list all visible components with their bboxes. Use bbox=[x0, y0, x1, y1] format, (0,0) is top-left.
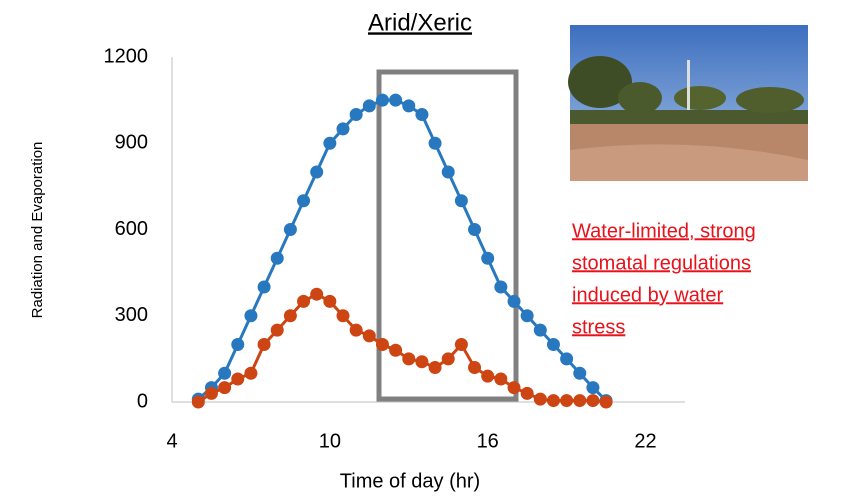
point bbox=[560, 394, 574, 408]
point bbox=[323, 136, 337, 150]
point bbox=[336, 122, 350, 136]
point bbox=[218, 366, 232, 380]
point bbox=[454, 194, 468, 208]
point bbox=[428, 361, 442, 374]
y-tick-label: 0 bbox=[137, 390, 148, 412]
annotation: stress bbox=[572, 316, 625, 338]
point bbox=[244, 366, 258, 380]
point bbox=[468, 361, 482, 374]
point bbox=[533, 392, 547, 406]
point bbox=[297, 194, 311, 208]
point bbox=[362, 329, 376, 343]
x-axis-label: Time of day (hr) bbox=[340, 470, 480, 492]
point bbox=[573, 394, 587, 408]
point bbox=[546, 338, 560, 351]
x-tick-label: 4 bbox=[166, 430, 177, 452]
point bbox=[507, 294, 521, 308]
point bbox=[375, 338, 389, 351]
x-tick-label: 10 bbox=[319, 430, 341, 452]
point bbox=[257, 338, 271, 351]
point bbox=[441, 352, 455, 366]
x-tick-label: 22 bbox=[634, 430, 656, 452]
point bbox=[389, 93, 403, 107]
point bbox=[231, 372, 245, 386]
y-tick-label: 300 bbox=[115, 304, 148, 326]
point bbox=[415, 108, 429, 121]
point bbox=[349, 108, 363, 121]
point bbox=[336, 309, 350, 323]
point bbox=[375, 93, 389, 107]
point bbox=[270, 251, 284, 265]
point bbox=[270, 323, 284, 337]
annotation: Water-limited, strong bbox=[572, 220, 756, 242]
annotation: stomatal regulations bbox=[572, 252, 751, 274]
point bbox=[560, 352, 574, 366]
point bbox=[599, 395, 613, 409]
point bbox=[441, 165, 455, 179]
point bbox=[191, 395, 205, 409]
point bbox=[494, 372, 508, 386]
point bbox=[283, 309, 297, 323]
point bbox=[283, 223, 297, 236]
point bbox=[586, 381, 600, 395]
point bbox=[494, 280, 508, 294]
point bbox=[468, 223, 482, 236]
point bbox=[349, 323, 363, 337]
point bbox=[481, 251, 495, 265]
point bbox=[297, 294, 311, 308]
annotation: induced by water bbox=[572, 284, 724, 306]
y-axis-label: Radiation and Evaporation bbox=[29, 142, 46, 319]
point bbox=[402, 352, 416, 366]
point bbox=[244, 309, 258, 323]
point bbox=[507, 381, 521, 395]
point bbox=[546, 394, 560, 408]
y-tick-label: 900 bbox=[115, 132, 148, 154]
x-tick-label: 16 bbox=[477, 430, 499, 452]
point bbox=[218, 381, 232, 395]
point bbox=[402, 99, 416, 113]
point bbox=[231, 338, 245, 351]
point bbox=[454, 338, 468, 351]
point bbox=[520, 309, 534, 323]
point bbox=[310, 165, 324, 179]
point bbox=[428, 136, 442, 150]
point bbox=[323, 294, 337, 308]
point bbox=[257, 280, 271, 294]
chart-title: Arid/Xeric bbox=[368, 9, 472, 36]
y-tick-label: 600 bbox=[115, 218, 148, 240]
point bbox=[310, 287, 324, 301]
point bbox=[533, 323, 547, 337]
point bbox=[481, 369, 495, 383]
point bbox=[586, 394, 600, 408]
photo bbox=[568, 25, 808, 181]
point bbox=[389, 343, 403, 357]
point bbox=[362, 99, 376, 113]
y-tick-label: 1200 bbox=[104, 45, 149, 67]
point bbox=[520, 386, 534, 400]
point bbox=[573, 366, 587, 380]
highlight-box bbox=[376, 69, 519, 402]
point bbox=[415, 355, 429, 369]
point bbox=[204, 386, 218, 400]
